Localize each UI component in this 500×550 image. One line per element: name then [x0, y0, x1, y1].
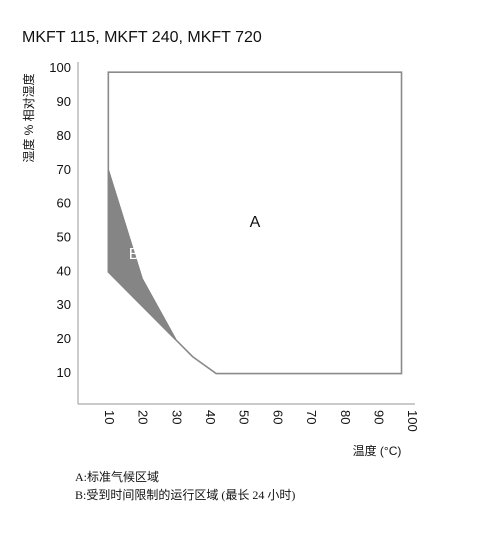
legend-entry: A:标准气候区域 — [75, 469, 159, 484]
x-tick-label: 40 — [203, 410, 218, 424]
chart-title: MKFT 115, MKFT 240, MKFT 720 — [22, 29, 262, 46]
legend-entry: B:受到时间限制的运行区域 (最长 24 小时) — [75, 487, 295, 502]
y-tick-label: 10 — [57, 365, 71, 380]
region-label: A — [250, 214, 261, 231]
x-tick-label: 10 — [102, 410, 117, 424]
y-tick-label: 50 — [57, 230, 71, 245]
y-tick-label: 80 — [57, 128, 71, 143]
x-tick-label: 100 — [405, 410, 420, 432]
x-tick-label: 20 — [136, 410, 151, 424]
x-tick-label: 60 — [270, 410, 285, 424]
x-tick-label: 70 — [304, 410, 319, 424]
y-tick-label: 70 — [57, 162, 71, 177]
x-tick-label: 90 — [371, 410, 386, 424]
x-tick-label: 50 — [237, 410, 252, 424]
x-axis-label: 温度 (°C) — [353, 443, 402, 458]
y-tick-label: 60 — [57, 196, 71, 211]
y-tick-label: 40 — [57, 263, 71, 278]
y-tick-label: 20 — [57, 331, 71, 346]
y-axis-label: 湿度 % 相对湿度 — [21, 73, 36, 162]
y-tick-label: 90 — [57, 94, 71, 109]
y-tick-label: 100 — [49, 60, 71, 75]
y-tick-label: 30 — [57, 297, 71, 312]
x-tick-label: 30 — [169, 410, 184, 424]
x-tick-label: 80 — [338, 410, 353, 424]
region-label: B — [129, 246, 140, 263]
region — [107, 170, 177, 341]
